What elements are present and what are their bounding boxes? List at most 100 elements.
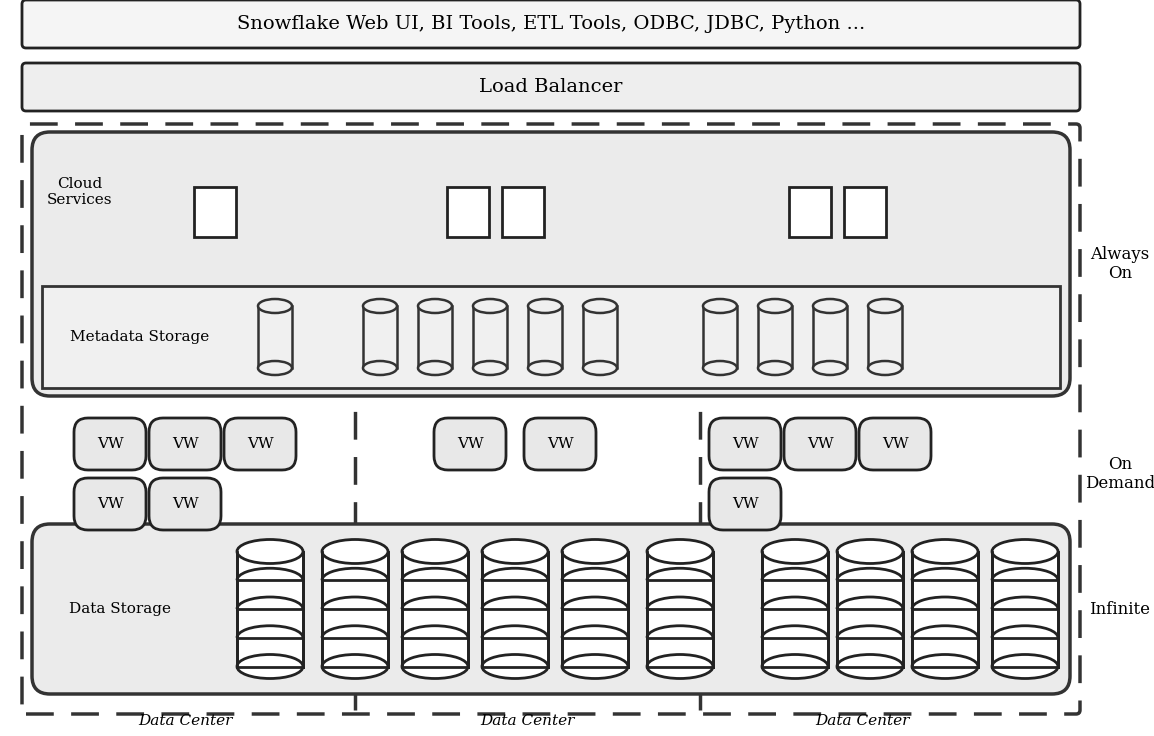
FancyBboxPatch shape: [149, 478, 222, 530]
Bar: [844, 187, 886, 237]
FancyBboxPatch shape: [224, 418, 295, 470]
Text: VW: VW: [807, 437, 833, 451]
Ellipse shape: [418, 361, 452, 375]
Ellipse shape: [703, 299, 737, 313]
Ellipse shape: [562, 539, 628, 564]
Ellipse shape: [402, 654, 469, 679]
Bar: [562, 551, 628, 667]
FancyBboxPatch shape: [524, 418, 595, 470]
Ellipse shape: [868, 299, 902, 313]
Text: VW: VW: [882, 437, 908, 451]
Bar: [814, 306, 847, 368]
FancyBboxPatch shape: [32, 132, 1070, 396]
Ellipse shape: [758, 299, 792, 313]
Ellipse shape: [758, 361, 792, 375]
Ellipse shape: [237, 539, 304, 564]
Ellipse shape: [837, 654, 902, 679]
Ellipse shape: [364, 299, 397, 313]
FancyBboxPatch shape: [22, 0, 1080, 48]
FancyBboxPatch shape: [32, 524, 1070, 694]
Text: Snowflake Web UI, BI Tools, ETL Tools, ODBC, JDBC, Python ...: Snowflake Web UI, BI Tools, ETL Tools, O…: [237, 15, 866, 33]
Bar: [402, 551, 469, 667]
Ellipse shape: [837, 539, 902, 564]
Ellipse shape: [364, 361, 397, 375]
Text: VW: VW: [732, 497, 758, 511]
Text: Data Center: Data Center: [137, 714, 232, 728]
Ellipse shape: [762, 539, 829, 564]
Bar: [992, 551, 1058, 667]
FancyBboxPatch shape: [22, 124, 1080, 714]
Bar: [502, 187, 544, 237]
Bar: [447, 187, 489, 237]
Ellipse shape: [912, 539, 977, 564]
Text: Metadata Storage: Metadata Storage: [70, 330, 210, 344]
FancyBboxPatch shape: [74, 478, 147, 530]
Text: Data Center: Data Center: [480, 714, 575, 728]
Bar: [194, 187, 237, 237]
Ellipse shape: [237, 654, 304, 679]
Ellipse shape: [322, 654, 388, 679]
Text: VW: VW: [732, 437, 758, 451]
Ellipse shape: [529, 361, 562, 375]
Ellipse shape: [258, 299, 292, 313]
Bar: [583, 306, 617, 368]
Ellipse shape: [482, 654, 548, 679]
Ellipse shape: [814, 361, 847, 375]
Bar: [237, 551, 304, 667]
Bar: [529, 306, 562, 368]
Text: VW: VW: [457, 437, 484, 451]
Ellipse shape: [992, 539, 1058, 564]
Text: Data Center: Data Center: [815, 714, 909, 728]
Bar: [868, 306, 902, 368]
Bar: [364, 306, 397, 368]
Ellipse shape: [814, 299, 847, 313]
Bar: [482, 551, 548, 667]
Text: VW: VW: [547, 437, 574, 451]
Ellipse shape: [647, 654, 713, 679]
Bar: [837, 551, 902, 667]
Ellipse shape: [473, 299, 507, 313]
Ellipse shape: [762, 654, 829, 679]
Bar: [762, 551, 829, 667]
Ellipse shape: [529, 299, 562, 313]
Bar: [647, 551, 713, 667]
Text: VW: VW: [172, 497, 198, 511]
Ellipse shape: [418, 299, 452, 313]
Ellipse shape: [992, 654, 1058, 679]
Text: Infinite: Infinite: [1089, 601, 1151, 618]
Ellipse shape: [322, 539, 388, 564]
Text: Always
On: Always On: [1091, 246, 1149, 283]
Bar: [322, 551, 388, 667]
Ellipse shape: [258, 361, 292, 375]
Ellipse shape: [912, 654, 977, 679]
Text: VW: VW: [97, 497, 123, 511]
Text: VW: VW: [247, 437, 273, 451]
Ellipse shape: [703, 361, 737, 375]
Text: Cloud
Services: Cloud Services: [47, 177, 113, 207]
FancyBboxPatch shape: [149, 418, 222, 470]
Text: VW: VW: [172, 437, 198, 451]
Text: Load Balancer: Load Balancer: [479, 78, 623, 96]
Bar: [912, 551, 977, 667]
Bar: [703, 306, 737, 368]
FancyBboxPatch shape: [22, 63, 1080, 111]
Ellipse shape: [647, 539, 713, 564]
FancyBboxPatch shape: [859, 418, 931, 470]
Bar: [418, 306, 452, 368]
FancyBboxPatch shape: [709, 418, 781, 470]
Ellipse shape: [402, 539, 469, 564]
Text: On
Demand: On Demand: [1085, 456, 1154, 492]
Bar: [473, 306, 507, 368]
Bar: [42, 286, 1061, 388]
Bar: [789, 187, 831, 237]
FancyBboxPatch shape: [784, 418, 856, 470]
Bar: [258, 306, 292, 368]
Ellipse shape: [482, 539, 548, 564]
Ellipse shape: [583, 299, 617, 313]
FancyBboxPatch shape: [709, 478, 781, 530]
Ellipse shape: [473, 361, 507, 375]
Bar: [758, 306, 792, 368]
Ellipse shape: [562, 654, 628, 679]
Text: Data Storage: Data Storage: [69, 602, 171, 616]
Text: VW: VW: [97, 437, 123, 451]
